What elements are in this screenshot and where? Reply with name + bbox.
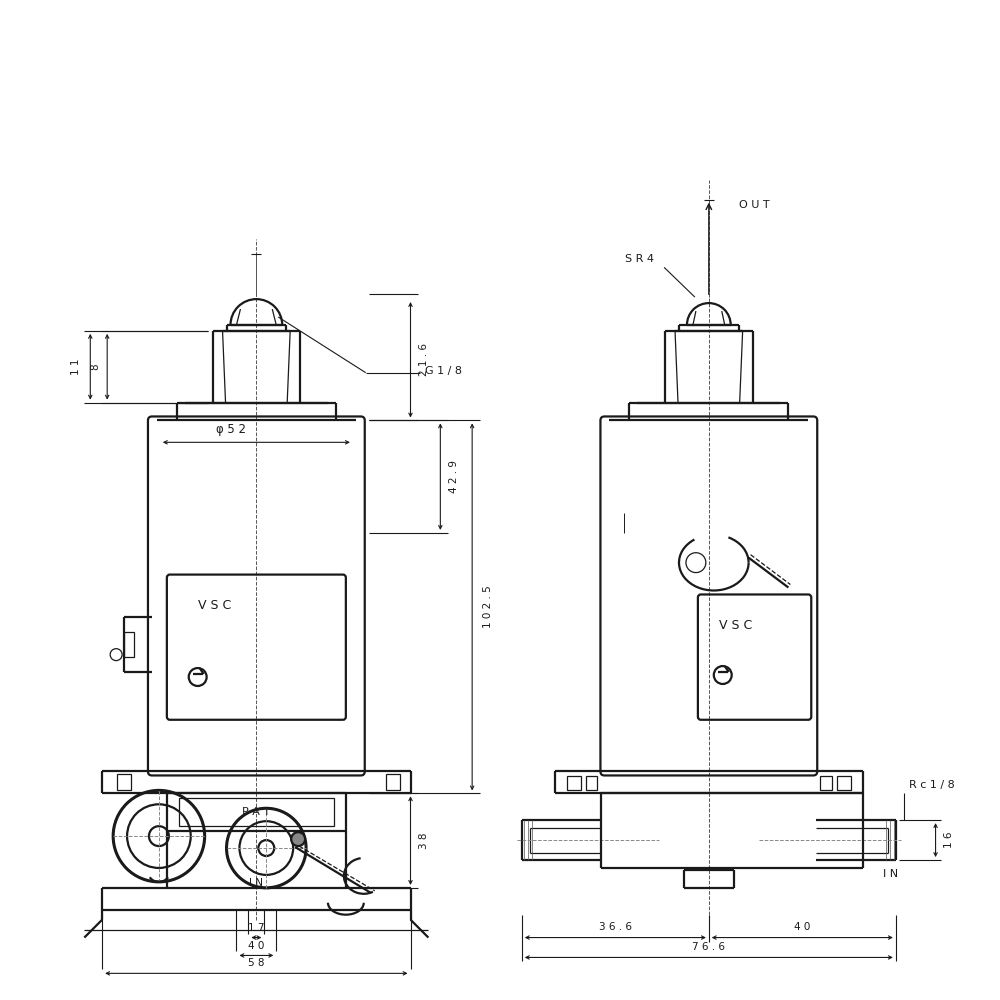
Text: 3 6 . 6: 3 6 . 6 (599, 922, 632, 932)
Text: 2 1 . 6: 2 1 . 6 (419, 343, 429, 376)
Text: φ 5 2: φ 5 2 (216, 423, 246, 436)
Text: 3 8: 3 8 (419, 832, 429, 849)
Text: 8: 8 (90, 363, 100, 370)
Bar (586, 776, 597, 790)
Text: V S C: V S C (198, 599, 231, 612)
Circle shape (291, 832, 305, 846)
Bar (124, 632, 134, 657)
Bar (179, 798, 334, 826)
Text: 1 1: 1 1 (71, 358, 81, 375)
Text: S R 4: S R 4 (625, 254, 654, 264)
Text: 4 2 . 9: 4 2 . 9 (449, 460, 459, 493)
Text: I N: I N (883, 869, 898, 879)
Text: 4 0: 4 0 (248, 941, 265, 951)
Text: 1 0 2 . 5: 1 0 2 . 5 (483, 586, 493, 628)
Text: 1 7: 1 7 (248, 923, 265, 933)
Text: 7 6 . 6: 7 6 . 6 (692, 942, 725, 952)
Bar (386, 774, 400, 790)
Text: 4 0: 4 0 (794, 922, 810, 932)
Text: R c 1 / 8: R c 1 / 8 (909, 780, 954, 790)
Text: O U T: O U T (739, 200, 769, 210)
Text: V S C: V S C (719, 619, 752, 632)
Bar (567, 776, 581, 790)
Text: 5 8: 5 8 (248, 958, 265, 968)
Text: P A T: P A T (242, 807, 270, 817)
Text: I N: I N (249, 878, 263, 888)
Bar (117, 774, 131, 790)
Text: G 1 / 8: G 1 / 8 (425, 366, 462, 376)
Text: 1 6: 1 6 (944, 832, 954, 848)
Bar (820, 776, 832, 790)
Bar (837, 776, 851, 790)
